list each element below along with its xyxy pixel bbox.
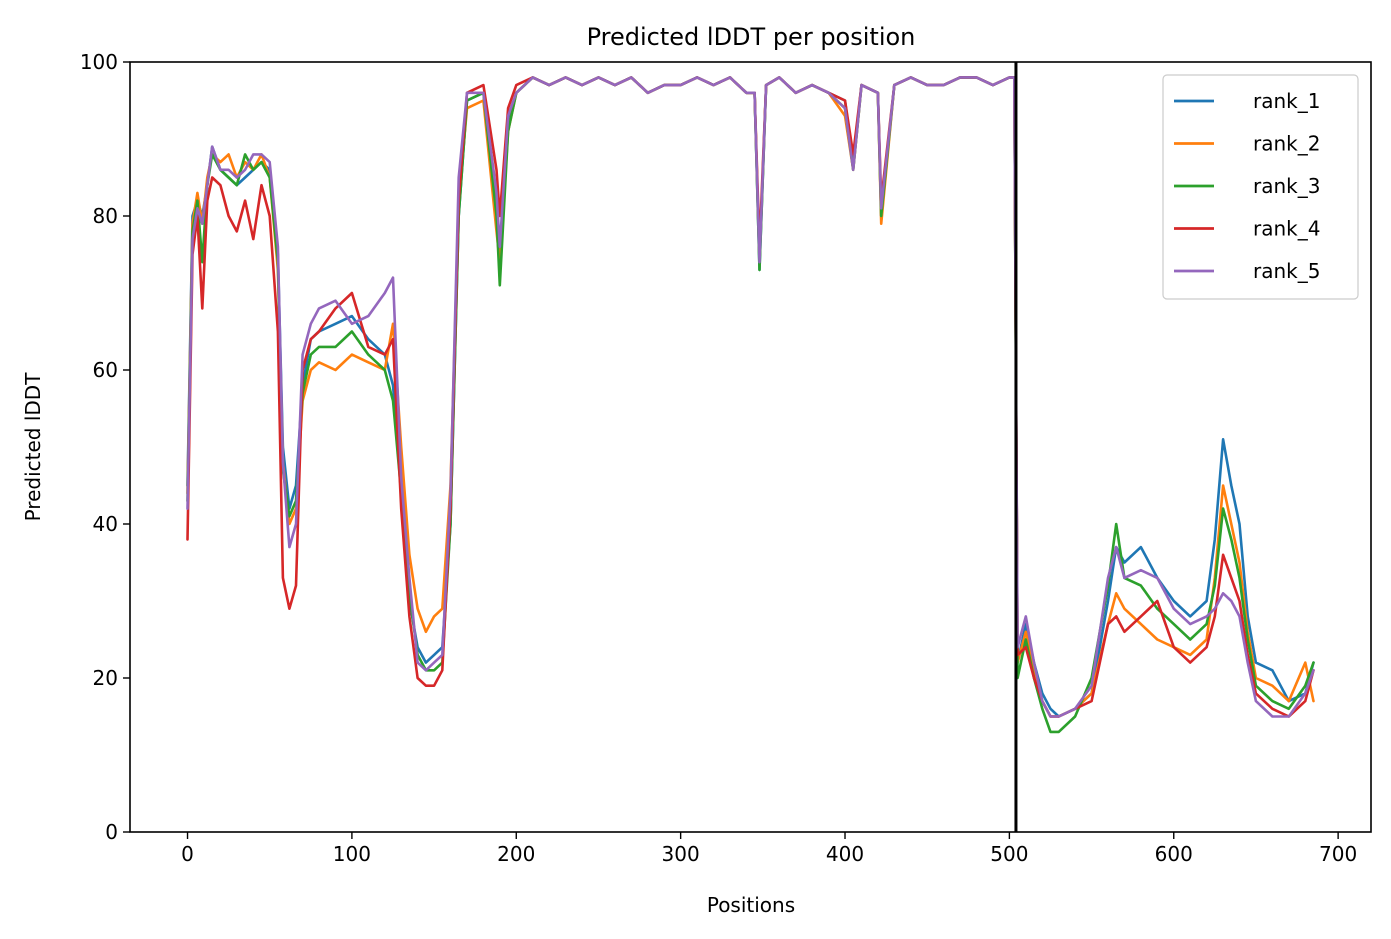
series-layer bbox=[186, 76, 1315, 734]
legend: rank_1 rank_2 rank_3 rank_4 rank_5 bbox=[1162, 74, 1359, 300]
legend-label: rank_4 bbox=[1253, 217, 1320, 241]
legend-label: rank_3 bbox=[1253, 174, 1320, 198]
plot-frame bbox=[129, 61, 1372, 833]
y-tick-label: 60 bbox=[93, 358, 118, 382]
x-tick-label: 0 bbox=[181, 842, 194, 866]
y-axis-title: Predicted lDDT bbox=[21, 372, 45, 522]
x-axis-title: Positions bbox=[707, 893, 795, 917]
chart-title: Predicted lDDT per position bbox=[587, 23, 916, 51]
x-tick-label: 100 bbox=[333, 842, 371, 866]
y-axis: 0 20 40 60 80 100 bbox=[80, 50, 130, 844]
y-tick-label: 100 bbox=[80, 50, 118, 74]
x-axis: 0 100 200 300 400 500 600 700 bbox=[181, 832, 1357, 866]
legend-label: rank_1 bbox=[1253, 89, 1320, 113]
x-tick-label: 300 bbox=[662, 842, 700, 866]
y-tick-label: 80 bbox=[93, 204, 118, 228]
x-tick-label: 600 bbox=[1155, 842, 1193, 866]
x-tick-label: 500 bbox=[990, 842, 1028, 866]
legend-label: rank_5 bbox=[1253, 259, 1320, 283]
legend-frame bbox=[1162, 74, 1359, 300]
y-tick-label: 40 bbox=[93, 512, 118, 536]
series-line-rank-5 bbox=[186, 76, 1315, 718]
legend-label: rank_2 bbox=[1253, 132, 1320, 156]
y-tick-label: 0 bbox=[105, 820, 118, 844]
x-tick-label: 700 bbox=[1319, 842, 1357, 866]
x-tick-label: 400 bbox=[826, 842, 864, 866]
x-tick-label: 200 bbox=[497, 842, 535, 866]
y-tick-label: 20 bbox=[93, 666, 118, 690]
